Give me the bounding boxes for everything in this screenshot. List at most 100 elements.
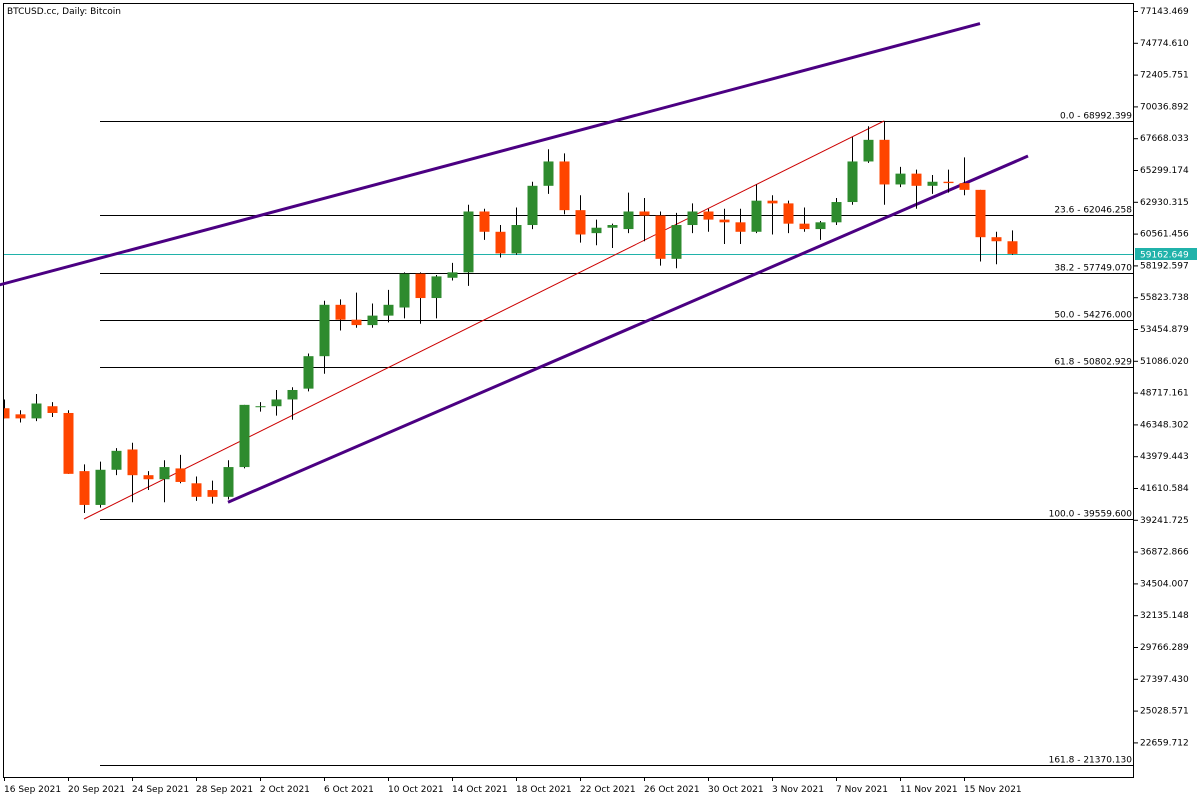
- candle: [175, 454, 186, 484]
- candle: [847, 137, 858, 205]
- candle: [47, 402, 58, 418]
- x-tick-label: 30 Oct 2021: [708, 785, 764, 795]
- x-tick-label: 22 Oct 2021: [580, 785, 636, 795]
- candle-body-down: [351, 319, 362, 326]
- y-tick-label: 32135.148: [1140, 611, 1189, 621]
- candle-body-up: [671, 225, 682, 259]
- candle-body-down: [639, 211, 650, 216]
- candle-body-up: [815, 222, 826, 230]
- x-tick-label: 26 Oct 2021: [644, 785, 700, 795]
- candle: [911, 169, 922, 209]
- candle-body-down: [4, 408, 10, 419]
- candle: [383, 289, 394, 323]
- candle: [607, 223, 618, 249]
- candle-body-up: [847, 161, 858, 203]
- x-tick-label: 20 Sep 2021: [68, 785, 125, 795]
- y-tick-label: 48717.161: [1140, 389, 1189, 399]
- y-tick-label: 25028.571: [1140, 707, 1189, 717]
- y-tick-label: 67668.033: [1140, 134, 1189, 144]
- candle-body-down: [559, 161, 570, 211]
- candle-body-down: [175, 468, 186, 482]
- candle: [31, 394, 42, 422]
- candle: [95, 461, 106, 508]
- candle-body-down: [415, 273, 426, 299]
- y-tick-label: 34504.007: [1140, 579, 1189, 589]
- fib-label: 100.0 - 39559.600: [1049, 510, 1133, 520]
- x-tick-label: 3 Nov 2021: [772, 785, 824, 795]
- candle-body-down: [335, 304, 346, 320]
- candle: [815, 220, 826, 240]
- candle-body-down: [655, 215, 666, 259]
- y-tick-label: 60561.456: [1140, 230, 1189, 240]
- channel-upper: [0, 22, 981, 287]
- y-tick-label: 65299.174: [1140, 166, 1189, 176]
- candle: [943, 169, 954, 193]
- candle: [463, 204, 474, 286]
- y-tick-label: 72405.751: [1140, 71, 1189, 81]
- x-tick-label: 18 Oct 2021: [516, 785, 572, 795]
- candle: [15, 410, 26, 423]
- candle: [415, 272, 426, 324]
- current-price-badge: [1135, 248, 1197, 260]
- fibonacci-levels: 0.0 - 68992.399 23.6 - 62046.258 38.2 - 57…: [100, 112, 1133, 766]
- candle-body-up: [591, 227, 602, 234]
- candle: [751, 184, 762, 234]
- candle: [511, 207, 522, 255]
- candle: [687, 203, 698, 234]
- y-tick-label: 22659.712: [1140, 738, 1189, 748]
- candle: [79, 464, 90, 514]
- candle-body-down: [63, 412, 74, 474]
- x-tick-label: 6 Oct 2021: [324, 785, 374, 795]
- y-tick-label: 39241.725: [1140, 516, 1189, 526]
- candle-body-up: [31, 403, 42, 419]
- candle: [271, 389, 282, 416]
- candle: [559, 153, 570, 215]
- candle: [287, 387, 298, 420]
- candle: [767, 195, 778, 235]
- candle-body-down: [143, 475, 154, 480]
- y-tick-label: 77143.469: [1140, 7, 1189, 17]
- candle: [127, 442, 138, 503]
- candle: [143, 471, 154, 491]
- candle-body-up: [431, 276, 442, 299]
- candle-body-down: [1007, 241, 1018, 254]
- candle-body-up: [271, 399, 282, 407]
- candle-body-up: [367, 315, 378, 326]
- candle: [879, 120, 890, 205]
- candle-body-up: [927, 181, 938, 186]
- candle: [991, 231, 1002, 265]
- candle-body-up: [751, 200, 762, 232]
- candle-body-up: [303, 356, 314, 389]
- candle: [335, 299, 346, 331]
- candle: [479, 208, 490, 240]
- candle-body-up: [895, 173, 906, 185]
- candle: [831, 197, 842, 226]
- fib-label: 50.0 - 54276.000: [1054, 311, 1132, 321]
- current-price-label: 59162.649: [1140, 251, 1189, 261]
- candle: [959, 157, 970, 196]
- candle: [543, 149, 554, 194]
- candle-body-up: [447, 272, 458, 278]
- candle: [591, 219, 602, 246]
- y-tick-label: 46348.302: [1140, 420, 1189, 430]
- candle: [1007, 230, 1018, 255]
- candle-body-up: [255, 406, 266, 408]
- candle: [207, 480, 218, 504]
- candle-body-down: [191, 483, 202, 497]
- candle-body-up: [831, 202, 842, 223]
- candle: [255, 402, 266, 412]
- candle: [239, 404, 250, 469]
- candle: [223, 460, 234, 500]
- candle-body-down: [47, 406, 58, 413]
- x-tick-label: 7 Nov 2021: [836, 785, 888, 795]
- candle-body-up: [383, 304, 394, 316]
- candle: [575, 195, 586, 243]
- fib-label: 61.8 - 50802.929: [1054, 358, 1132, 368]
- candle: [671, 212, 682, 269]
- candle-body-up: [223, 467, 234, 497]
- candle-body-up: [543, 161, 554, 186]
- candle-body-up: [399, 273, 410, 308]
- candle-body-up: [623, 211, 634, 230]
